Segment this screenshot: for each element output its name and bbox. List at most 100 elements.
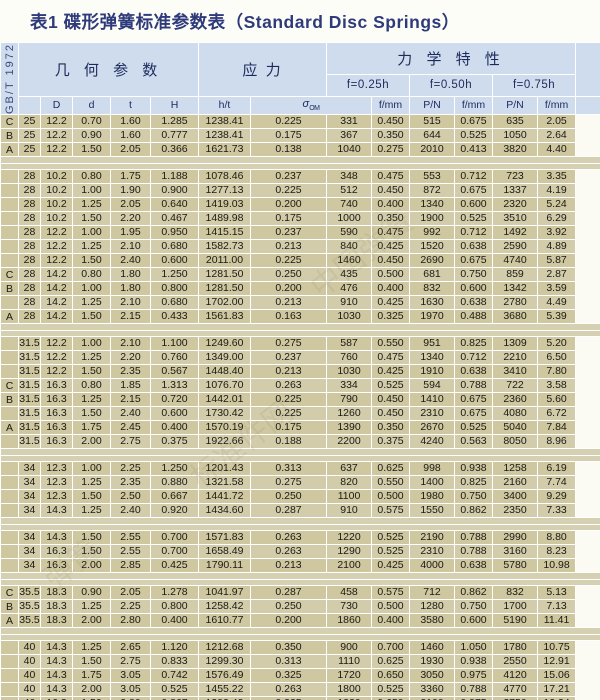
cell-f25: 0.313 <box>249 654 328 669</box>
cell-p25: 1000 <box>326 211 373 226</box>
cell-ht: 0.600 <box>150 406 199 421</box>
cell-H: 1.80 <box>110 267 151 282</box>
cell-weight: 8.80 <box>537 530 577 545</box>
cell-f25: 0.263 <box>249 682 328 697</box>
cell-f25: 0.325 <box>249 696 328 700</box>
cell-f25: 0.213 <box>249 364 328 379</box>
cell-weight: 4.49 <box>537 295 577 310</box>
table-row: 34 14.3 1.50 2.55 0.700 1571.83 0.263 1220 0.525… <box>0 530 600 545</box>
cell-f25: 0.325 <box>249 668 328 683</box>
table-row: 31.5 16.3 2.00 2.75 0.375 1922.66 0.188 2200 0.3… <box>0 434 600 449</box>
cell-D: 40 <box>18 640 41 655</box>
cell-H: 2.20 <box>110 211 151 226</box>
cell-f25: 0.175 <box>249 211 328 226</box>
cell-f75: 0.638 <box>454 558 494 573</box>
group-separator-row <box>0 572 600 580</box>
cell-p25: 512 <box>326 183 373 198</box>
table-row: 28 12.2 1.00 1.95 0.950 1415.15 0.237 590 0.475 9… <box>0 225 600 240</box>
cell-p25: 348 <box>326 169 373 184</box>
cell-d: 12.3 <box>40 489 73 504</box>
cell-p50: 2310 <box>409 544 456 559</box>
cell-ht: 0.425 <box>150 558 199 573</box>
cell-series <box>0 696 19 700</box>
cell-H: 2.25 <box>110 599 151 614</box>
cell-f25: 0.225 <box>249 114 328 129</box>
cell-weight: 5.39 <box>537 309 577 324</box>
cell-sigma: 1249.60 <box>198 336 251 351</box>
cell-H: 2.40 <box>110 503 151 518</box>
cell-sigma: 1212.68 <box>198 640 251 655</box>
cell-f50: 0.650 <box>371 696 411 700</box>
cell-sigma: 1561.83 <box>198 309 251 324</box>
cell-D: 28 <box>18 239 41 254</box>
cell-H: 2.10 <box>110 239 151 254</box>
cell-d: 14.3 <box>40 640 73 655</box>
cell-p25: 910 <box>326 295 373 310</box>
cell-D: 34 <box>18 558 41 573</box>
cell-p75: 832 <box>492 585 539 600</box>
cell-f75: 0.525 <box>454 211 494 226</box>
cell-series: A <box>0 309 19 324</box>
cell-d: 16.3 <box>40 378 73 393</box>
header-row-groups: GB/T 1972 几 何 参 数 应 力 力 学 特 性 重 量 <box>0 42 600 115</box>
cell-ht: 0.467 <box>150 211 199 226</box>
cell-f50: 0.525 <box>371 544 411 559</box>
cell-p75: 1780 <box>492 640 539 655</box>
cell-D: 31.5 <box>18 420 41 435</box>
cell-H: 2.05 <box>110 585 151 600</box>
cell-H: 1.75 <box>110 169 151 184</box>
cell-series <box>0 336 19 351</box>
cell-f25: 0.200 <box>249 197 328 212</box>
header-col-ht: h/t <box>198 95 251 116</box>
cell-d: 18.3 <box>40 613 73 628</box>
cell-sigma: 1321.58 <box>198 475 251 490</box>
cell-f50: 0.500 <box>371 489 411 504</box>
cell-H: 2.05 <box>110 142 151 157</box>
cell-d: 12.2 <box>40 225 73 240</box>
cell-p75: 1337 <box>492 183 539 198</box>
cell-sigma: 1076.70 <box>198 378 251 393</box>
cell-p25: 476 <box>326 281 373 296</box>
cell-d: 12.2 <box>40 128 73 143</box>
cell-t: 1.00 <box>72 281 111 296</box>
cell-p75: 1492 <box>492 225 539 240</box>
cell-sigma: 1419.03 <box>198 197 251 212</box>
cell-D: 25 <box>18 128 41 143</box>
cell-f75: 0.712 <box>454 225 494 240</box>
cell-f50: 0.625 <box>371 654 411 669</box>
cell-D: 25 <box>18 142 41 157</box>
cell-ht: 0.700 <box>150 530 199 545</box>
header-col-t: t <box>110 95 151 116</box>
cell-f50: 0.425 <box>371 364 411 379</box>
cell-p50: 681 <box>409 267 456 282</box>
cell-p25: 334 <box>326 378 373 393</box>
cell-ht: 0.680 <box>150 295 199 310</box>
cell-p75: 1258 <box>492 461 539 476</box>
cell-p50: 594 <box>409 378 456 393</box>
cell-sigma: 1238.41 <box>198 114 251 129</box>
spacer-cell <box>0 627 600 635</box>
header-geometry-group: 几 何 参 数 <box>18 42 199 97</box>
header-row-loadcases: f=0.25h f=0.50h f=0.75h <box>1 73 600 97</box>
cell-d: 12.2 <box>40 364 73 379</box>
cell-D: 31.5 <box>18 350 41 365</box>
cell-D: 31.5 <box>18 392 41 407</box>
cell-d: 12.3 <box>40 461 73 476</box>
cell-f50: 0.400 <box>371 613 411 628</box>
cell-ht: 1.278 <box>150 585 199 600</box>
cell-f75: 0.600 <box>454 197 494 212</box>
cell-d: 16.3 <box>40 392 73 407</box>
cell-series <box>0 475 19 490</box>
cell-p75: 2320 <box>492 197 539 212</box>
cell-t: 1.50 <box>72 406 111 421</box>
table-header: GB/T 1972 几 何 参 数 应 力 力 学 特 性 重 量 f=0.25… <box>0 42 600 116</box>
cell-ht: 0.800 <box>150 599 199 614</box>
cell-D: 28 <box>18 295 41 310</box>
cell-sigma: 1730.42 <box>198 406 251 421</box>
table-row: 34 16.3 2.00 2.85 0.425 1790.11 0.213 2100 0.425… <box>0 558 600 573</box>
cell-ht: 0.400 <box>150 613 199 628</box>
cell-weight: 10.75 <box>537 640 577 655</box>
cell-p75: 5780 <box>492 558 539 573</box>
cell-t: 1.50 <box>72 696 111 700</box>
